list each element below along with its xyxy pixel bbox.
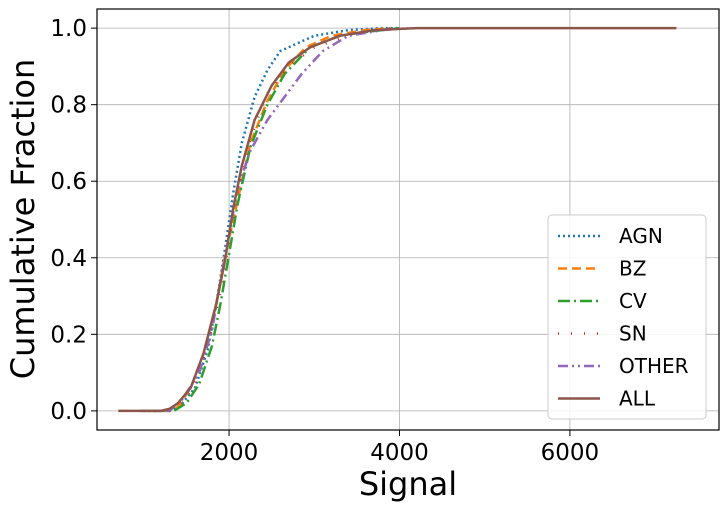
series-line-all (118, 26, 677, 413)
legend-label-bz: BZ (619, 257, 646, 281)
series-lines (118, 26, 677, 413)
legend-label-agn: AGN (619, 224, 663, 248)
legend: AGN BZ CV SN OTHER ALL (547, 214, 707, 420)
x-tick-label: 4000 (370, 440, 429, 466)
x-tick-label: 2000 (200, 440, 259, 466)
y-tick-label: 0.0 (50, 399, 87, 425)
legend-label-cv: CV (619, 289, 647, 313)
y-tick-label: 0.8 (50, 93, 87, 119)
x-tick-label: 6000 (541, 440, 600, 466)
x-axis-title: Signal (359, 465, 457, 503)
series-line-bz (148, 26, 392, 413)
series-line-sn (143, 26, 392, 413)
y-axis-title: Cumulative Fraction (4, 59, 42, 380)
legend-label-sn: SN (619, 322, 647, 346)
legend-label-all: ALL (619, 387, 656, 411)
y-tick-label: 1.0 (50, 16, 87, 42)
series-line-agn (143, 26, 400, 413)
y-tick-label: 0.4 (50, 246, 87, 272)
plot-area-frame (96, 8, 720, 431)
legend-box (547, 214, 707, 420)
y-tick-label: 0.2 (50, 322, 87, 348)
legend-label-other: OTHER (619, 354, 689, 378)
y-tick-label: 0.6 (50, 169, 87, 195)
series-line-other (139, 26, 409, 413)
axis-ticks: 2000 4000 6000 0.0 0.2 0.4 0.6 0.8 1.0 (50, 16, 599, 466)
